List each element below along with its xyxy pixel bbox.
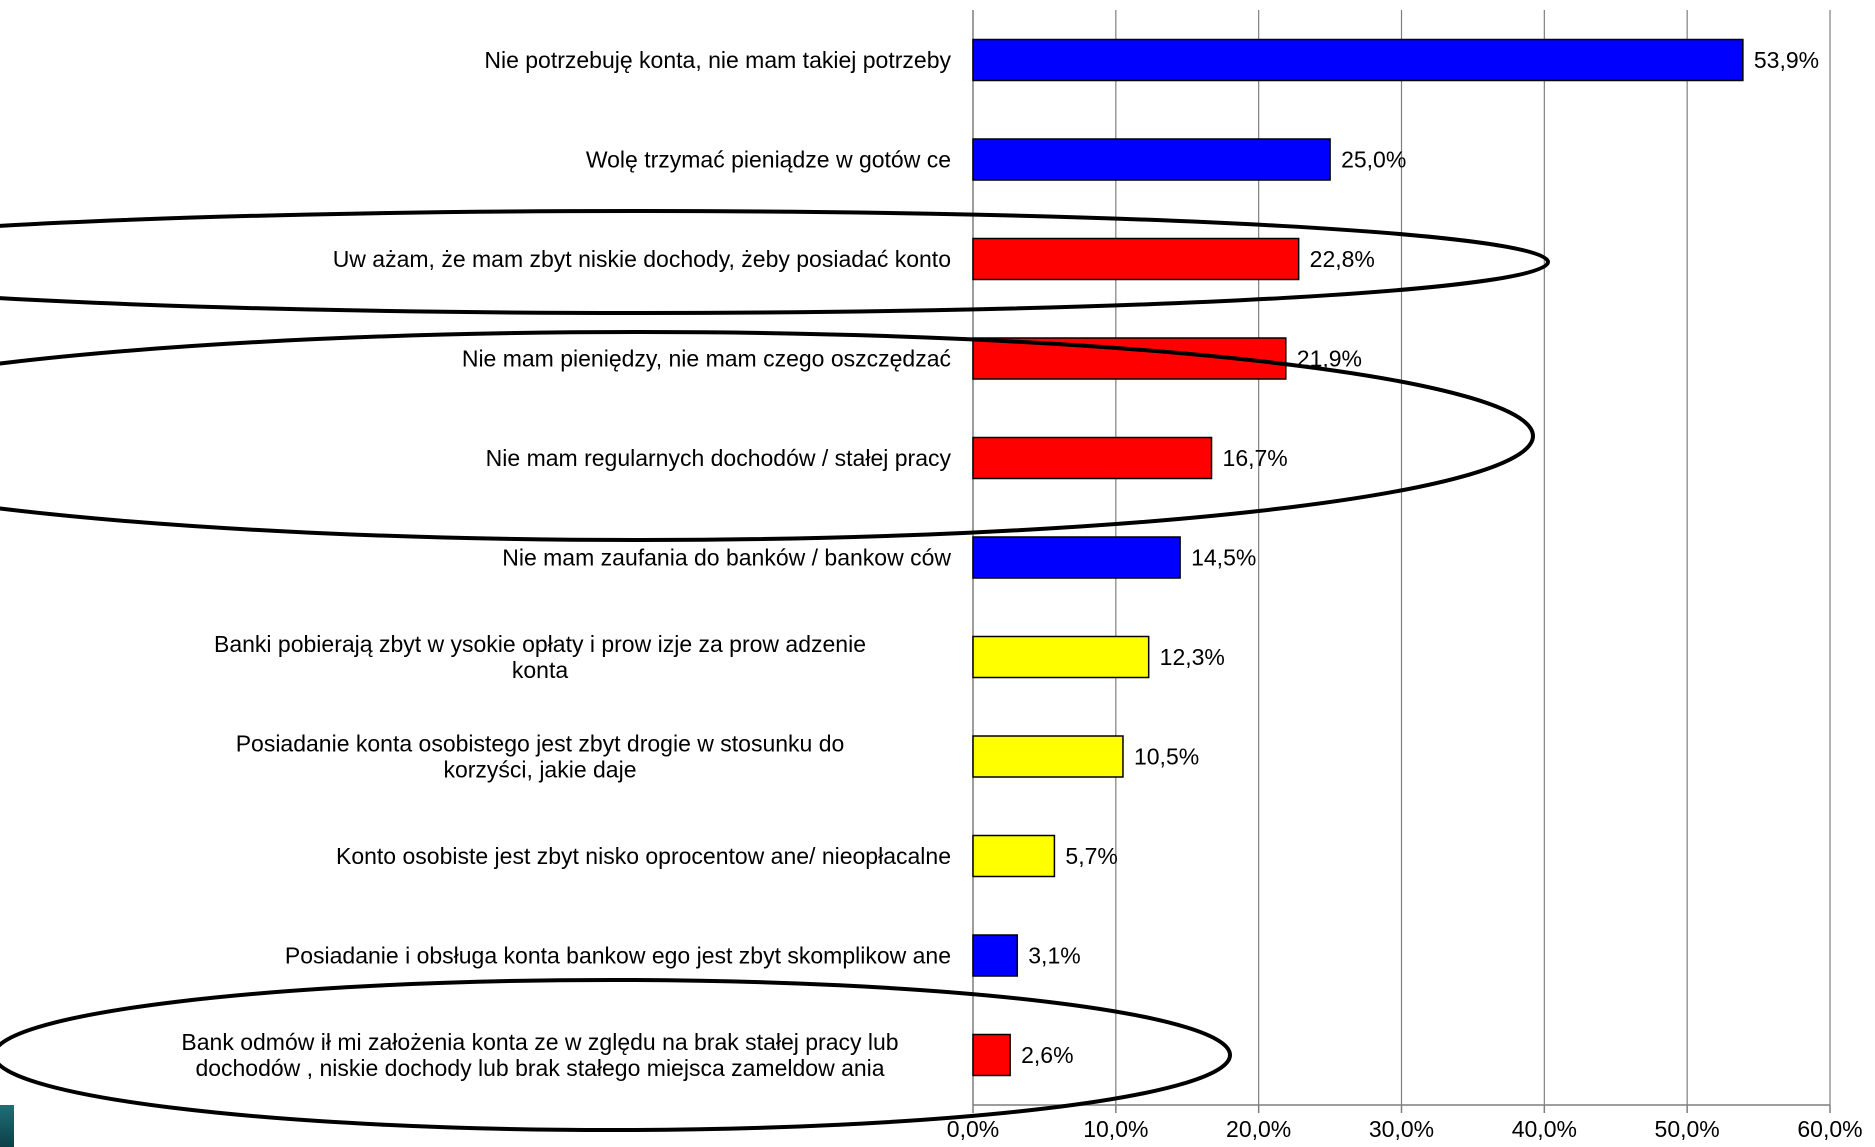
data-label: 22,8%: [1310, 246, 1375, 272]
highlight-ellipse: [0, 330, 1535, 542]
category-label: Nie mam pieniędzy, nie mam czego oszczęd…: [462, 346, 951, 372]
category-label: Banki pobierają zbyt w ysokie opłaty i p…: [214, 631, 866, 683]
category-label-line: Uw ażam, że mam zbyt niskie dochody, żeb…: [333, 246, 951, 272]
bar: [972, 237, 1300, 281]
category-label-line: Konto osobiste jest zbyt nisko oprocento…: [336, 843, 951, 869]
data-label: 16,7%: [1223, 445, 1288, 471]
corner-logo-fragment: [0, 1105, 14, 1147]
category-label: Posiadanie konta osobistego jest zbyt dr…: [236, 731, 845, 783]
data-label: 25,0%: [1341, 147, 1406, 173]
x-tick-label: 30,0%: [1369, 1116, 1434, 1142]
data-label: 14,5%: [1191, 545, 1256, 571]
data-label: 12,3%: [1160, 644, 1225, 670]
category-label-line: korzyści, jakie daje: [443, 757, 636, 783]
data-label: 3,1%: [1028, 943, 1080, 969]
data-label: 2,6%: [1021, 1042, 1073, 1068]
category-label: Nie mam zaufania do banków / bankow ców: [502, 545, 951, 571]
category-label-line: Nie mam regularnych dochodów / stałej pr…: [486, 445, 952, 471]
bar: [972, 934, 1019, 977]
x-tick-label: 50,0%: [1655, 1116, 1720, 1142]
grid-layer: [972, 10, 1831, 1106]
category-label-line: Nie mam pieniędzy, nie mam czego oszczęd…: [462, 346, 951, 372]
category-label: Nie potrzebuję konta, nie mam takiej pot…: [484, 47, 951, 73]
category-label-line: Banki pobierają zbyt w ysokie opłaty i p…: [214, 631, 866, 657]
category-label: Posiadanie i obsługa konta bankow ego je…: [285, 943, 951, 969]
category-label-line: Posiadanie konta osobistego jest zbyt dr…: [236, 731, 845, 757]
ellipse-layer: [0, 209, 1550, 1132]
x-tick-label: 10,0%: [1083, 1116, 1148, 1142]
category-label-line: Wolę trzymać pieniądze w gotów ce: [586, 147, 951, 173]
category-label: Konto osobiste jest zbyt nisko oprocento…: [336, 843, 951, 869]
category-label-line: Bank odmów ił mi założenia konta ze w zg…: [181, 1029, 898, 1055]
category-label-line: Posiadanie i obsługa konta bankow ego je…: [285, 943, 951, 969]
bar: [972, 38, 1744, 82]
category-label-line: Nie potrzebuję konta, nie mam takiej pot…: [484, 47, 951, 73]
data-label: 53,9%: [1754, 47, 1819, 73]
x-tick-label: 20,0%: [1226, 1116, 1291, 1142]
category-label: Uw ażam, że mam zbyt niskie dochody, żeb…: [333, 246, 951, 272]
data-label: 5,7%: [1065, 843, 1117, 869]
bar: [972, 1033, 1011, 1077]
category-label: Bank odmów ił mi założenia konta ze w zg…: [181, 1029, 898, 1081]
category-label: Nie mam regularnych dochodów / stałej pr…: [486, 445, 952, 471]
bar: [972, 436, 1213, 480]
bar: [972, 138, 1331, 181]
tick-layer: 0,0% 10,0% 20,0% 30,0% 40,0% 50,0% 60,0%: [947, 1105, 1863, 1142]
x-tick-label: 0,0%: [947, 1116, 999, 1142]
label-layer: 53,9% Nie potrzebuję konta, nie mam takie…: [181, 47, 1819, 1081]
category-label: Wolę trzymać pieniądze w gotów ce: [586, 147, 951, 173]
bar: [972, 536, 1181, 579]
bar: [972, 635, 1150, 679]
highlight-ellipse: [0, 978, 1232, 1132]
bar-layer: [972, 38, 1744, 1077]
highlight-ellipse: [0, 209, 1550, 315]
category-label-line: dochodów , niskie dochody lub brak stałe…: [195, 1055, 884, 1081]
bar: [972, 834, 1056, 878]
bar: [972, 735, 1124, 778]
category-label-line: konta: [512, 657, 568, 683]
data-label: 10,5%: [1134, 744, 1199, 770]
x-tick-label: 60,0%: [1797, 1116, 1862, 1142]
category-label-line: Nie mam zaufania do banków / bankow ców: [502, 545, 951, 571]
x-tick-label: 40,0%: [1512, 1116, 1577, 1142]
